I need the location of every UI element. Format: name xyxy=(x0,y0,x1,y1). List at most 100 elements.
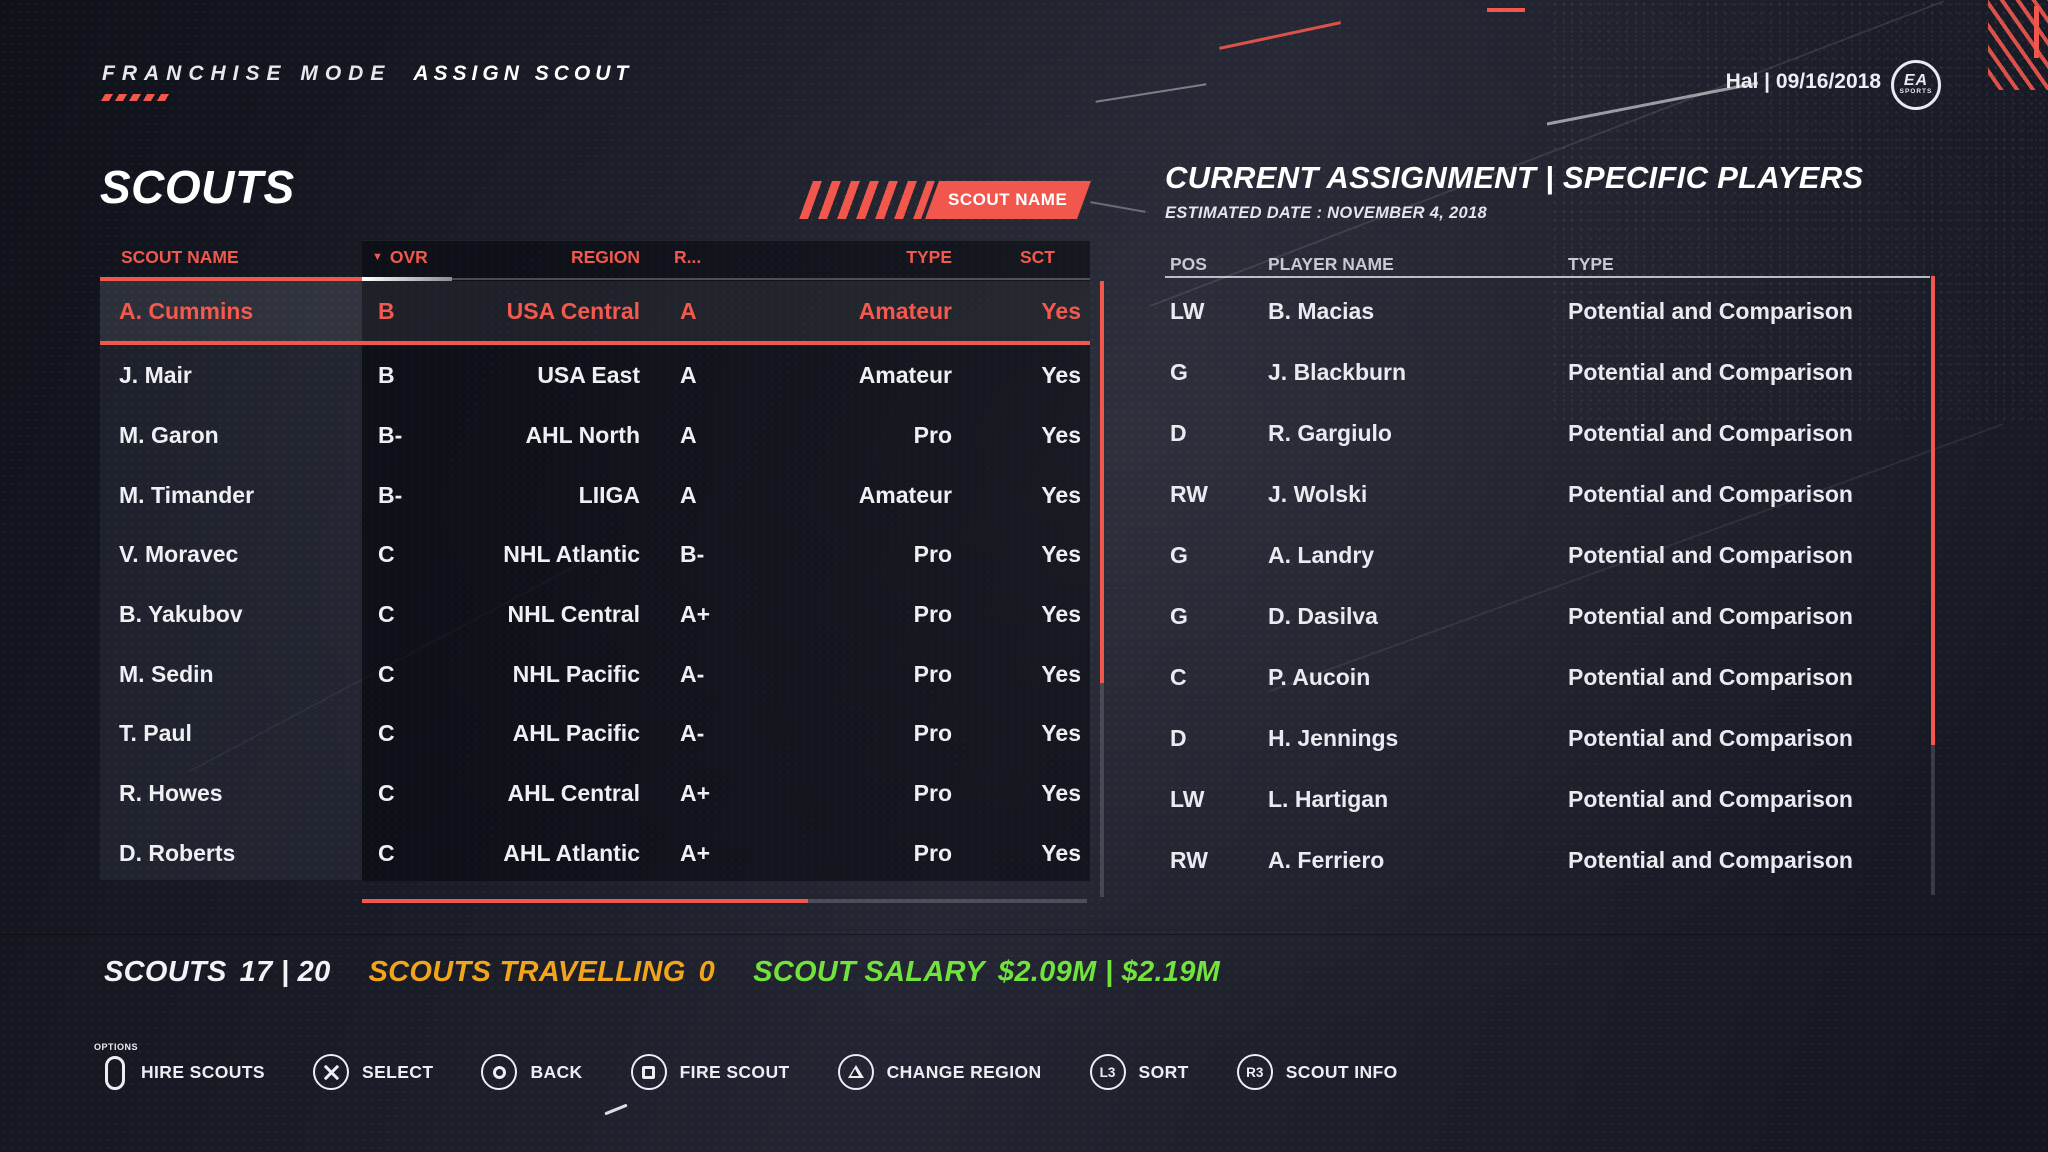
scout-type-cell: Amateur xyxy=(858,297,952,324)
options-button-icon: OPTIONS xyxy=(94,1042,138,1094)
column-header-r: R... xyxy=(674,246,702,267)
scout-ovr-cell: C xyxy=(378,660,395,687)
scout-type-cell: Pro xyxy=(913,600,952,627)
assignment-row[interactable]: G A. Landry Potential and Comparison xyxy=(1165,525,1930,586)
scout-row[interactable]: M. Timander B- LIIGA A Amateur Yes xyxy=(100,465,1081,525)
control-sort[interactable]: L3 SORT xyxy=(1089,1054,1189,1090)
scouts-travelling-value: 0 xyxy=(698,956,716,988)
scout-row[interactable]: D. Roberts C AHL Atlantic A+ Pro Yes xyxy=(100,823,1081,883)
scout-ovr-cell: C xyxy=(378,779,395,806)
scout-region-cell: AHL Atlantic xyxy=(503,839,640,866)
assignment-type-cell: Potential and Comparison xyxy=(1568,359,1853,385)
header-underline-track xyxy=(452,278,1090,280)
control-label: CHANGE REGION xyxy=(886,1061,1042,1082)
header-underline-red xyxy=(100,277,362,281)
scout-name-cell: V. Moravec xyxy=(119,541,239,568)
status-bar: SCOUTS 17 | 20 SCOUTS TRAVELLING 0 SCOUT… xyxy=(104,956,1220,989)
white-diagonal-line xyxy=(1095,83,1207,103)
player-pos-cell: G xyxy=(1170,542,1188,568)
scout-type-cell: Pro xyxy=(913,421,952,448)
scout-type-cell: Pro xyxy=(913,541,952,568)
scout-row[interactable]: B. Yakubov C NHL Central A+ Pro Yes xyxy=(100,585,1081,645)
scout-row[interactable]: M. Garon B- AHL North A Pro Yes xyxy=(100,406,1081,466)
scout-table-horizontal-scrollbar-thumb[interactable] xyxy=(362,899,808,903)
column-header-scout-name: SCOUT NAME xyxy=(121,246,239,267)
scout-ovr-cell: C xyxy=(378,541,395,568)
assignment-row[interactable]: RW A. Ferriero Potential and Comparison xyxy=(1165,830,1930,891)
scout-rating-cell: A+ xyxy=(680,600,711,627)
scout-rating-cell: A- xyxy=(680,720,705,747)
control-change-region[interactable]: CHANGE REGION xyxy=(837,1054,1042,1090)
scout-name-cell: A. Cummins xyxy=(119,297,254,324)
scout-ovr-cell: B xyxy=(378,297,395,324)
assignment-row[interactable]: G D. Dasilva Potential and Comparison xyxy=(1165,586,1930,647)
scouts-count-value: 17 | 20 xyxy=(239,956,331,988)
breadcrumb-section: FRANCHISE MODE xyxy=(102,62,392,85)
column-header-player-name: PLAYER NAME xyxy=(1268,253,1394,274)
player-pos-cell: G xyxy=(1170,359,1188,385)
assignment-row[interactable]: D R. Gargiulo Potential and Comparison xyxy=(1165,403,1930,464)
assignment-table-rows: LW B. Macias Potential and Comparison G … xyxy=(1165,281,1930,891)
column-header-ovr: ▼ OVR xyxy=(362,247,440,268)
control-scout-info[interactable]: R3 SCOUT INFO xyxy=(1236,1054,1398,1090)
scout-region-cell: NHL Atlantic xyxy=(503,541,640,568)
assignment-header-underline xyxy=(1165,276,1930,278)
control-back[interactable]: BACK xyxy=(481,1054,582,1090)
scout-sct-cell: Yes xyxy=(1041,660,1081,687)
scout-region-cell: USA East xyxy=(537,362,640,389)
scout-region-cell: AHL Pacific xyxy=(512,720,640,747)
assignment-type-cell: Potential and Comparison xyxy=(1568,786,1853,812)
horizontal-scroll-indicator[interactable] xyxy=(362,277,452,281)
assignment-row[interactable]: C P. Aucoin Potential and Comparison xyxy=(1165,647,1930,708)
scout-sct-cell: Yes xyxy=(1041,297,1081,324)
options-button-text: OPTIONS xyxy=(93,1042,139,1052)
sort-by-scout-name-button[interactable]: SCOUT NAME xyxy=(925,181,1091,219)
selected-row-highlight xyxy=(100,281,1090,341)
triangle-button-icon xyxy=(837,1054,874,1090)
control-select[interactable]: SELECT xyxy=(313,1054,433,1090)
assignment-type-cell: Potential and Comparison xyxy=(1568,420,1853,446)
player-pos-cell: RW xyxy=(1170,847,1208,873)
control-fire-scout[interactable]: FIRE SCOUT xyxy=(630,1054,790,1090)
scout-row-selected[interactable]: A. Cummins B USA Central A Amateur Yes xyxy=(100,281,1081,341)
scout-row[interactable]: T. Paul C AHL Pacific A- Pro Yes xyxy=(100,704,1081,764)
assignment-type-cell: Potential and Comparison xyxy=(1568,664,1853,690)
sort-button-stripes xyxy=(799,181,935,219)
player-pos-cell: C xyxy=(1170,664,1187,690)
assignment-type-cell: Potential and Comparison xyxy=(1568,298,1853,324)
scout-row[interactable]: R. Howes C AHL Central A+ Pro Yes xyxy=(100,764,1081,824)
scout-ovr-cell: C xyxy=(378,839,395,866)
assignment-row[interactable]: LW B. Macias Potential and Comparison xyxy=(1165,281,1930,342)
button-tail-line xyxy=(1090,201,1146,213)
scout-sct-cell: Yes xyxy=(1041,720,1081,747)
assignment-row[interactable]: G J. Blackburn Potential and Comparison xyxy=(1165,342,1930,403)
control-label: HIRE SCOUTS xyxy=(141,1061,265,1082)
assignment-row[interactable]: D H. Jennings Potential and Comparison xyxy=(1165,708,1930,769)
assignment-row[interactable]: LW L. Hartigan Potential and Comparison xyxy=(1165,769,1930,830)
scout-region-cell: AHL Central xyxy=(507,779,641,806)
scout-table-vertical-scrollbar-thumb[interactable] xyxy=(1100,281,1104,683)
assignment-type-cell: Potential and Comparison xyxy=(1568,481,1853,507)
ea-sports-text: SPORTS xyxy=(1899,88,1933,95)
assignment-row[interactable]: RW J. Wolski Potential and Comparison xyxy=(1165,464,1930,525)
assignment-vertical-scrollbar-thumb[interactable] xyxy=(1931,276,1935,745)
assignment-panel-title: CURRENT ASSIGNMENT | SPECIFIC PLAYERS xyxy=(1165,160,1864,195)
scout-row[interactable]: M. Sedin C NHL Pacific A- Pro Yes xyxy=(100,644,1081,704)
control-label: FIRE SCOUT xyxy=(679,1061,790,1082)
scout-type-cell: Pro xyxy=(913,839,952,866)
scout-type-cell: Amateur xyxy=(858,481,952,508)
scratch-decoration xyxy=(604,1103,628,1116)
scout-region-cell: USA Central xyxy=(506,297,640,324)
scout-region-cell: LIIGA xyxy=(578,481,640,508)
ea-sports-logo: EA SPORTS xyxy=(1891,60,1941,110)
player-name-cell: R. Gargiulo xyxy=(1268,420,1392,446)
column-header-ovr-label: OVR xyxy=(389,246,428,267)
control-hire-scouts[interactable]: OPTIONS HIRE SCOUTS xyxy=(94,1042,265,1094)
scout-row[interactable]: J. Mair B USA East A Amateur Yes xyxy=(100,346,1081,406)
breadcrumb-underline-dashes xyxy=(100,94,172,101)
player-pos-cell: LW xyxy=(1170,298,1205,324)
red-diagonal-line xyxy=(1219,21,1341,50)
player-pos-cell: RW xyxy=(1170,481,1208,507)
scout-row[interactable]: V. Moravec C NHL Atlantic B- Pro Yes xyxy=(100,525,1081,585)
scout-sct-cell: Yes xyxy=(1041,600,1081,627)
